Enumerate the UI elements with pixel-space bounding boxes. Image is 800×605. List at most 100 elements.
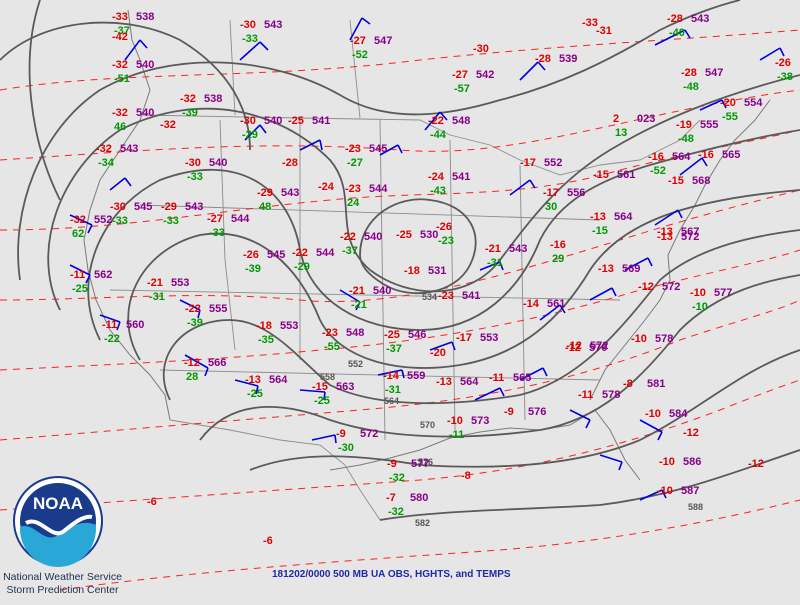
- station-temperature: -30: [110, 201, 126, 213]
- isotherm: [0, 249, 800, 371]
- wind-barb: [184, 354, 209, 377]
- station-temperature: -20: [430, 347, 446, 359]
- station-temperature: -23: [438, 290, 454, 302]
- station-temperature: -8: [623, 378, 633, 390]
- contour-label: 552: [348, 359, 363, 369]
- station-dewpoint: -30: [338, 442, 354, 454]
- pacific-coastline: [83, 9, 171, 421]
- station-temperature: -13: [657, 226, 673, 238]
- station-temperature: -12: [638, 281, 654, 293]
- station-temperature: -27: [207, 213, 223, 225]
- wind-barb: [474, 387, 505, 401]
- station-temperature: -12: [683, 427, 699, 439]
- us-canada-border: [139, 114, 701, 176]
- station-temperature: -10: [447, 415, 463, 427]
- station-dewpoint: -40: [669, 27, 685, 39]
- station-dewpoint: -29: [242, 129, 258, 141]
- station-temperature: -12: [565, 342, 581, 354]
- station-height: 543: [185, 201, 203, 213]
- wind-barb: [624, 257, 653, 271]
- station-height: 553: [171, 277, 189, 289]
- isotherm: [0, 299, 800, 441]
- station-height: 564: [614, 211, 633, 223]
- station-dewpoint: -22: [104, 333, 120, 345]
- station-temperature: -12: [566, 340, 582, 352]
- station-dewpoint: -33: [112, 215, 128, 227]
- station-temperature: -15: [593, 169, 609, 181]
- station-height: 552: [94, 214, 112, 226]
- station-temperature: -29: [161, 201, 177, 213]
- station-temperature: -13: [657, 231, 673, 243]
- station-dewpoint: -11: [449, 429, 464, 441]
- station-temperature: -12: [748, 458, 764, 470]
- noaa-logo: NOAA: [12, 475, 104, 567]
- station-temperature: -24: [428, 171, 445, 183]
- map-caption: 181202/0000 500 MB UA OBS, HGHTS, and TE…: [272, 569, 511, 580]
- station-temperature: -33: [112, 11, 128, 23]
- state-line: [109, 289, 621, 301]
- station-temperature: -28: [282, 157, 298, 169]
- station-dewpoint: 46: [114, 121, 126, 133]
- contour-labels: 552 558 564 570 576 582 588 534: [320, 292, 703, 528]
- station-temperature: -9: [336, 428, 346, 440]
- station-temperature: -11: [578, 389, 593, 401]
- station-temperature: -32: [180, 93, 196, 105]
- station-temperature: -13: [245, 374, 261, 386]
- height-contour: [28, 0, 61, 201]
- station-height: 566: [208, 357, 226, 369]
- station-height: 545: [134, 201, 152, 213]
- station-height: 541: [452, 171, 470, 183]
- station-temperature: -21: [485, 243, 501, 255]
- station-dewpoint: -48: [683, 81, 699, 93]
- wind-barb: [639, 419, 663, 441]
- height-contour: [127, 189, 800, 369]
- station-temperature: -22: [292, 247, 308, 259]
- station-temperature: -18: [256, 320, 272, 332]
- wind-barb: [109, 177, 132, 191]
- wind-barb: [759, 47, 785, 61]
- station-temperature: -21: [147, 277, 163, 289]
- station-height: 023: [637, 113, 655, 125]
- station-dewpoint: -55: [722, 111, 738, 123]
- isotherm: [0, 89, 800, 161]
- station-temperature: -10: [690, 287, 706, 299]
- station-temperature: -10: [657, 485, 673, 497]
- station-height: 548: [346, 327, 364, 339]
- station-dewpoint: -33: [209, 227, 225, 239]
- station-temperature: -7: [386, 492, 396, 504]
- wind-barb: [124, 39, 148, 61]
- station-height: 541: [312, 115, 330, 127]
- station-temperature: -12: [184, 357, 200, 369]
- agency-credits: National Weather Service Storm Predictio…: [0, 571, 125, 597]
- station-temperature: -32: [96, 143, 112, 155]
- geography-lines: [83, 9, 771, 521]
- station-temperature: -28: [681, 67, 697, 79]
- station-temperature: -16: [550, 239, 566, 251]
- station-height: 540: [364, 231, 382, 243]
- station-dewpoint: 62: [72, 228, 84, 240]
- wind-barb: [699, 99, 727, 111]
- station-temperature: 2: [613, 113, 619, 125]
- station-dewpoint: 30: [545, 201, 557, 213]
- station-height: 577: [714, 287, 732, 299]
- station-dewpoint: 48: [259, 201, 271, 213]
- station-height: 587: [681, 485, 699, 497]
- station-height: 569: [622, 263, 640, 275]
- wind-barbs: [69, 17, 785, 501]
- station-temperature: -6: [263, 535, 273, 547]
- station-height: 572: [681, 231, 699, 243]
- wind-barb: [679, 157, 708, 176]
- station-dewpoint: -38: [777, 71, 793, 83]
- height-contour: [359, 198, 477, 295]
- station-temperature: -33: [582, 17, 598, 29]
- station-dewpoint: -37: [386, 343, 402, 355]
- wind-barb: [99, 314, 121, 331]
- station-height: 572: [590, 340, 608, 352]
- station-dewpoint: -10: [692, 301, 708, 313]
- contour-label: 534: [422, 292, 437, 302]
- station-temperature: -42: [112, 31, 128, 43]
- station-height: 559: [407, 370, 425, 382]
- station-temperature: -30: [240, 19, 256, 31]
- station-temperature: -14: [523, 298, 540, 310]
